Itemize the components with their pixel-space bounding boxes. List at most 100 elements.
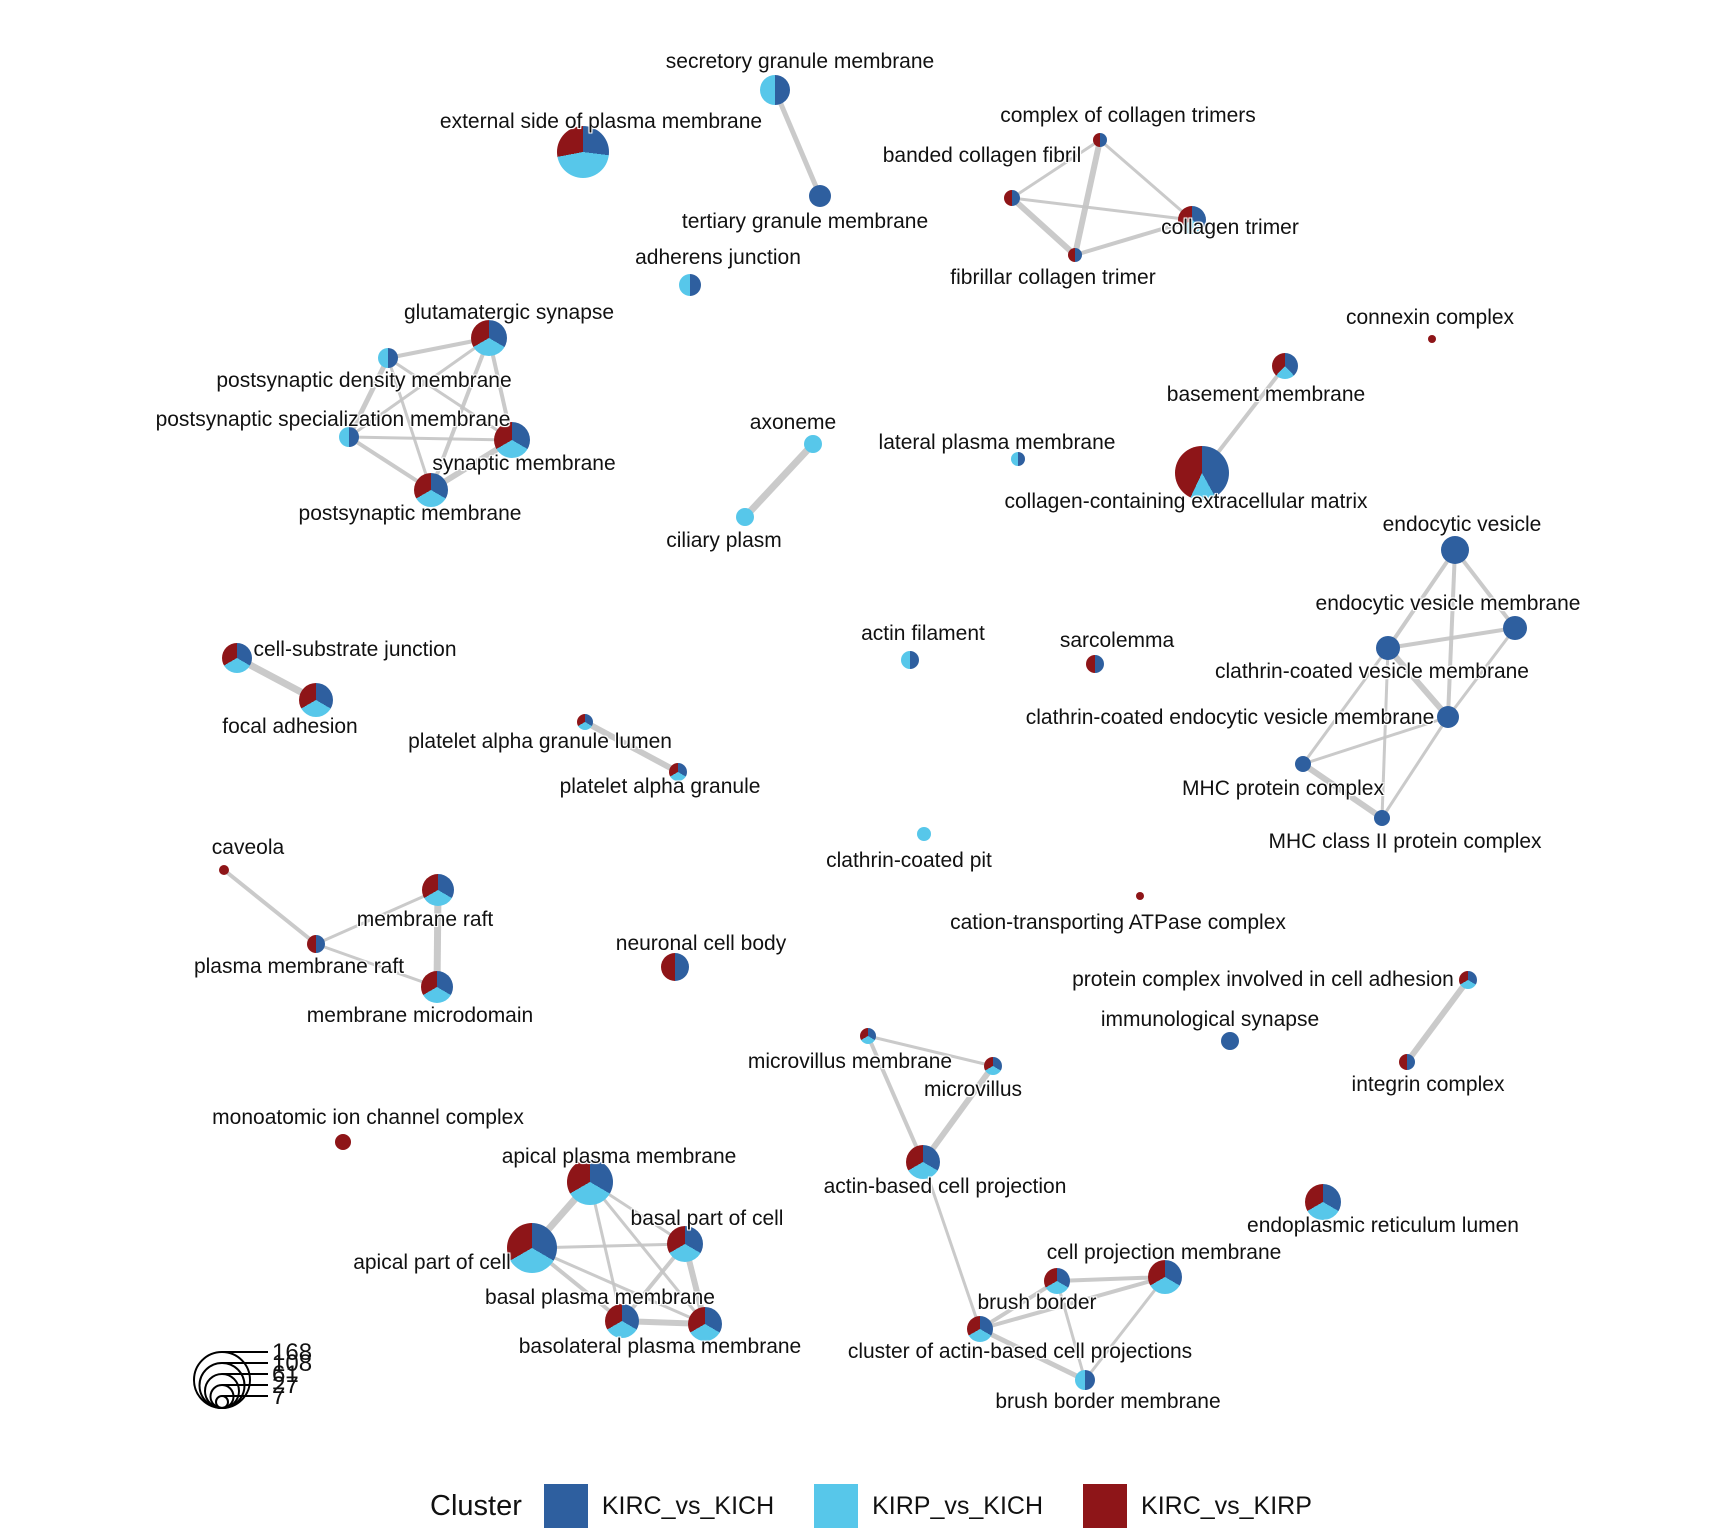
- node-membrane-microdomain: [421, 971, 453, 1003]
- label-membrane-microdomain: membrane microdomain: [306, 1004, 534, 1027]
- edge-mr-pmr: [315, 888, 439, 946]
- label-cluster-of-actin-based-cell-projections: cluster of actin-based cell projections: [847, 1340, 1193, 1363]
- label-brush-border-membrane: brush border membrane: [995, 1390, 1221, 1413]
- node-fibrillar-collagen-trimer: [1068, 248, 1082, 262]
- node-protein-complex-involved-in-cell-adhesion: [1459, 971, 1477, 989]
- edge-gs-psm: [348, 336, 490, 439]
- label-endocytic-vesicle-membrane: endocytic vesicle membrane: [1315, 592, 1581, 615]
- node-cluster-of-actin-based-cell-projections: [967, 1316, 993, 1342]
- label-lateral-plasma-membrane: lateral plasma membrane: [878, 431, 1116, 454]
- size-legend-value-168: 168: [272, 1339, 312, 1366]
- label-cation-transporting-atpase-complex: cation-transporting ATPase complex: [950, 911, 1286, 934]
- node-caveola: [219, 865, 229, 875]
- edge-apm-blpm: [588, 1181, 707, 1325]
- node-postsynaptic-specialization-membrane: [339, 427, 359, 447]
- label-immunological-synapse: immunological synapse: [1100, 1008, 1320, 1031]
- edge-pdm-pm: [386, 357, 433, 491]
- node-cation-transporting-atpase-complex: [1136, 892, 1144, 900]
- node-lateral-plasma-membrane: [1011, 452, 1025, 466]
- edge-ax-cp: [742, 441, 816, 520]
- size-legend-circle-61: [204, 1373, 240, 1409]
- size-legend-value-61: 61: [272, 1361, 299, 1388]
- edge-cpm-bb: [1056, 1275, 1166, 1283]
- cluster-legend: Cluster KIRC_vs_KICH KIRP_vs_KICH KIRC_v…: [430, 1484, 1338, 1528]
- label-apical-plasma-membrane: apical plasma membrane: [501, 1145, 737, 1168]
- edge-bcf-fct: [1009, 195, 1078, 258]
- edge-bcf-ct: [1011, 196, 1193, 222]
- node-monoatomic-ion-channel-complex: [335, 1134, 351, 1150]
- edge-cav-pmr: [222, 868, 318, 946]
- legend-label-kirc-vs-kich: KIRC_vs_KICH: [601, 1491, 775, 1520]
- node-glutamatergic-synapse: [471, 320, 507, 356]
- edge-ev-ccevm: [1446, 549, 1457, 718]
- size-legend-circle-168: [193, 1351, 251, 1409]
- node-postsynaptic-membrane: [414, 473, 448, 507]
- label-banded-collagen-fibril: banded collagen fibril: [882, 144, 1082, 167]
- edge-mhcpc-mhc2: [1301, 761, 1384, 821]
- label-brush-border: brush border: [977, 1291, 1097, 1314]
- edge-apc-bpc: [531, 1242, 686, 1250]
- edge-evm-ccevm: [1446, 627, 1517, 718]
- label-ciliary-plasm: ciliary plasm: [666, 529, 782, 552]
- label-connexin-complex: connexin complex: [1345, 306, 1515, 329]
- label-platelet-alpha-granule: platelet alpha granule: [559, 775, 761, 798]
- edge-cct-fct: [1072, 139, 1103, 256]
- node-brush-border-membrane: [1075, 1370, 1095, 1390]
- label-postsynaptic-specialization-membrane: postsynaptic specialization membrane: [155, 408, 511, 431]
- edge-ev-ccvm: [1386, 548, 1457, 650]
- node-axoneme: [804, 435, 822, 453]
- label-complex-of-collagen-trimers: complex of collagen trimers: [1000, 104, 1256, 127]
- edge-pcca-ic: [1404, 978, 1471, 1064]
- label-external-side-of-plasma-membrane: external side of plasma membrane: [439, 110, 763, 133]
- node-tertiary-granule-membrane: [809, 185, 831, 207]
- node-collagen-containing-extracellular-matrix: [1175, 446, 1229, 500]
- edge-cct-bcf: [1011, 138, 1101, 200]
- edge-ccevm-mhcpc: [1302, 715, 1449, 766]
- node-cell-substrate-junction: [222, 643, 252, 673]
- label-microvillus: microvillus: [923, 1078, 1023, 1101]
- label-fibrillar-collagen-trimer: fibrillar collagen trimer: [950, 266, 1156, 289]
- label-clathrin-coated-pit: clathrin-coated pit: [826, 849, 992, 872]
- legend-swatch-kirc-vs-kirp: [1083, 1484, 1128, 1528]
- edge-cct-ct: [1099, 138, 1193, 222]
- edge-ccevm-mhc2: [1380, 716, 1450, 819]
- label-collagen-containing-extracellular-matrix: collagen-containing extracellular matrix: [1004, 490, 1368, 513]
- label-secretory-granule-membrane: secretory granule membrane: [665, 50, 935, 73]
- legend-swatch-kirc-vs-kich: [543, 1484, 588, 1528]
- node-basement-membrane: [1272, 353, 1298, 379]
- node-integrin-complex: [1399, 1054, 1415, 1070]
- node-microvillus-membrane: [860, 1028, 876, 1044]
- edge-cpm-cabcp: [979, 1275, 1166, 1331]
- edge-ev-evm: [1453, 548, 1517, 630]
- label-neuronal-cell-body: neuronal cell body: [615, 932, 787, 955]
- node-adherens-junction: [679, 274, 701, 296]
- node-basal-part-of-cell: [667, 1226, 703, 1262]
- legend-item-kirp-vs-kich: KIRP_vs_KICH: [814, 1484, 1043, 1528]
- node-clathrin-coated-vesicle-membrane: [1376, 636, 1400, 660]
- node-clathrin-coated-endocytic-vesicle-membrane: [1437, 706, 1459, 728]
- label-microvillus-membrane: microvillus membrane: [747, 1050, 953, 1073]
- node-endocytic-vesicle-membrane: [1503, 616, 1527, 640]
- edge-apm-bpm: [588, 1181, 624, 1322]
- edge-mvm-abcp: [866, 1035, 925, 1163]
- node-ciliary-plasm: [736, 508, 754, 526]
- size-legend-value-108: 108: [272, 1350, 312, 1377]
- edge-evm-ccvm: [1387, 626, 1516, 650]
- node-postsynaptic-density-membrane: [378, 348, 398, 368]
- node-platelet-alpha-granule-lumen: [577, 714, 593, 730]
- node-cell-projection-membrane: [1148, 1260, 1182, 1294]
- node-focal-adhesion: [299, 683, 333, 717]
- node-endocytic-vesicle: [1441, 536, 1469, 564]
- label-clathrin-coated-vesicle-membrane: clathrin-coated vesicle membrane: [1215, 660, 1529, 683]
- node-endoplasmic-reticulum-lumen: [1305, 1184, 1341, 1220]
- edge-pagl-pag: [583, 719, 680, 775]
- label-plasma-membrane-raft: plasma membrane raft: [193, 955, 405, 978]
- node-membrane-raft: [422, 874, 454, 906]
- label-clathrin-coated-endocytic-vesicle-membrane: clathrin-coated endocytic vesicle membra…: [1025, 706, 1435, 729]
- legend-label-kirc-vs-kirp: KIRC_vs_KIRP: [1141, 1491, 1312, 1520]
- node-collagen-trimer: [1178, 206, 1206, 234]
- label-postsynaptic-density-membrane: postsynaptic density membrane: [216, 369, 512, 392]
- node-mhc-class-ii-protein-complex: [1374, 810, 1390, 826]
